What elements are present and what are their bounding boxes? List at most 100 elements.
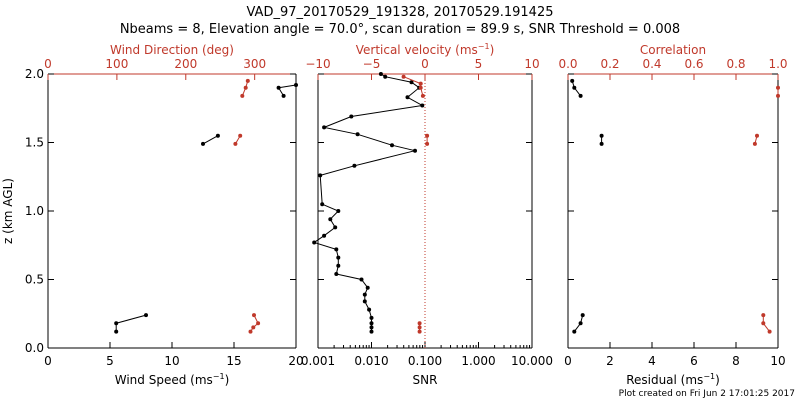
series-bottom-point [281,93,286,98]
x-tick-label: 0 [564,354,572,368]
x-tick-label: 8 [732,354,740,368]
series-top-line [403,76,424,97]
series-bottom-point [369,325,374,330]
series-bottom-point [114,329,119,334]
top-axis-label-superscript: −1 [478,42,490,51]
series-bottom-point [599,133,604,138]
series-bottom-point [383,74,388,79]
top-tick-label: 200 [174,57,197,71]
series-bottom-point [201,141,205,146]
y-tick-label: 2.0 [25,67,44,81]
series-bottom-point [328,217,333,222]
series-bottom-point [367,307,372,312]
top-axis-label: Vertical velocity (ms−1) [356,42,495,57]
top-tick-label: 0.4 [642,57,661,71]
series-top-point [256,321,261,326]
series-bottom-point [215,133,220,138]
top-axis-label-text: Correlation [640,43,706,57]
bottom-axis-label-superscript: −1 [703,372,715,381]
panel-2: 0.001 0.010 0.100 1.000 10.000 −10 −5 0 5 10 SNR Ve… [301,42,553,387]
series-top-point [418,85,423,90]
series-bottom-point [318,173,323,178]
series-top-point [755,133,759,138]
series-bottom-point [114,321,119,326]
series-bottom-point [572,329,577,334]
series-bottom-point [409,80,414,85]
top-axis-label-text: Vertical velocity (ms [356,43,478,57]
series-top-point [238,133,243,138]
bottom-axis-label-close: ) [715,373,720,387]
series-top-point [240,93,245,98]
bottom-axis-label: Residual (ms−1) [626,372,720,387]
x-tick-label: 10 [770,354,785,368]
top-tick-label: 5 [475,57,483,71]
y-axis-label: z (km AGL) [1,178,15,244]
bottom-axis-label-text: Wind Speed (ms [115,373,213,387]
series-bottom-point [359,277,364,282]
series-bottom-point [362,292,367,297]
series-bottom-line [115,314,147,332]
series-bottom-point [365,285,370,290]
top-tick-label: 0.6 [684,57,703,71]
y-tick-label: 0.0 [25,341,44,355]
y-tick-label: 0.5 [25,273,44,287]
series-bottom-line [277,84,297,97]
series-bottom-point [405,95,410,100]
plot-created-footer: Plot created on Fri Jun 2 17:01:25 2017 [619,389,795,399]
top-axis-label-text: Wind Direction (deg) [110,43,234,57]
series-bottom-point [369,329,374,334]
series-bottom-point [144,313,148,318]
series-bottom-point [334,247,339,252]
series-top-point [761,321,766,326]
bottom-axis-label-superscript: −1 [213,372,225,381]
x-tick-label: 0.100 [408,354,442,368]
series-bottom-point [570,78,575,83]
top-tick-label: 0 [421,57,429,71]
top-tick-label: −5 [363,57,381,71]
series-top-point [401,74,406,79]
top-axis-label: Correlation [640,43,706,57]
x-tick-label: 2 [606,354,614,368]
series-top-point [417,329,422,334]
top-tick-label: 0 [44,57,52,71]
series-top-point [761,313,766,318]
series-bottom-point [369,321,374,326]
series-top-point [776,93,780,98]
top-tick-label: 100 [105,57,128,71]
series-bottom-line [202,135,219,145]
series-top-point [245,78,250,83]
bottom-axis-label: Wind Speed (ms−1) [115,372,230,387]
series-bottom-point [352,163,357,168]
x-tick-label: 15 [226,354,241,368]
y-tick-label: 1.0 [25,204,44,218]
series-bottom-line [313,73,424,332]
series-bottom-point [334,272,339,276]
top-tick-label: −10 [305,57,330,71]
x-tick-label: 10.000 [511,354,553,368]
top-tick-label: 10 [524,57,539,71]
top-tick-label: 0.2 [600,57,619,71]
bottom-axis-label: SNR [413,373,438,387]
x-tick-label: 0.010 [354,354,388,368]
x-tick-label: 0 [44,354,52,368]
top-tick-label: 0.0 [558,57,577,71]
series-top-point [251,325,256,330]
x-tick-label: 1.000 [461,354,495,368]
top-tick-label: 1.0 [768,57,787,71]
series-bottom-point [420,103,425,108]
series-top-point [417,325,422,330]
series-bottom-point [599,141,604,146]
bottom-axis-label-text: SNR [413,373,438,387]
top-axis-label: Wind Direction (deg) [110,43,234,57]
series-bottom-point [355,132,360,137]
series-top-point [767,329,772,334]
series-bottom-point [572,85,577,90]
y-tick-label: 1.5 [25,136,44,150]
x-tick-label: 6 [690,354,698,368]
series-bottom-point [312,240,317,245]
x-tick-label: 0.001 [301,354,335,368]
series-bottom-point [578,93,583,98]
x-tick-label: 10 [164,354,179,368]
